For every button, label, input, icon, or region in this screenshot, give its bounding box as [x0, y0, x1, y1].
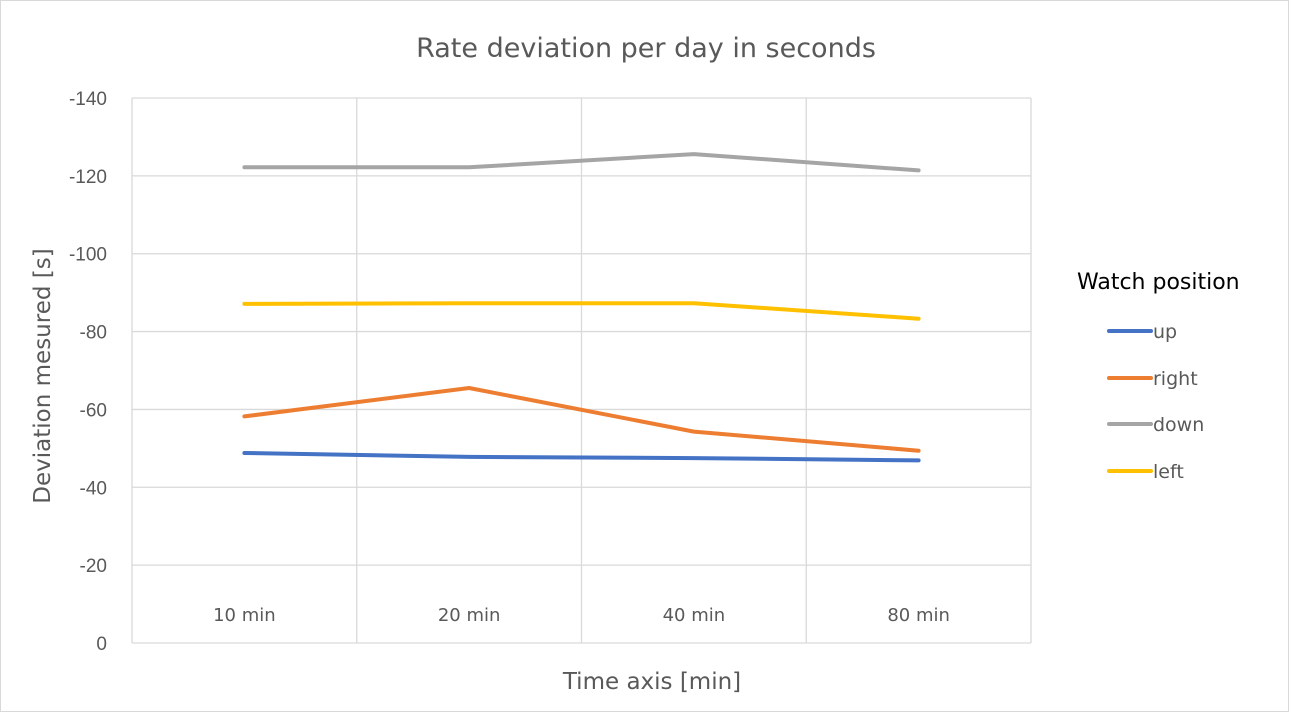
y-tick-label: -20 — [80, 556, 107, 577]
gridlines — [131, 97, 1032, 644]
series-line-down — [242, 152, 921, 173]
y-axis-ticks: 0 -20 -40 -60 -80 -100 -120 -140 — [69, 89, 107, 655]
x-tick-label: 20 min — [438, 605, 501, 626]
legend-label-down: down — [1153, 414, 1204, 436]
chart-title: Rate deviation per day in seconds — [416, 33, 876, 64]
legend-label-right: right — [1153, 368, 1198, 390]
y-tick-label: -100 — [69, 245, 107, 266]
x-axis-title: Time axis [min] — [562, 669, 741, 695]
y-tick-label: -40 — [80, 478, 107, 499]
legend-label-left: left — [1153, 461, 1184, 483]
legend-title: Watch position — [1077, 270, 1240, 295]
x-tick-label: 80 min — [887, 605, 950, 626]
series-line-right — [242, 386, 921, 453]
series-line-left — [242, 301, 921, 321]
y-tick-label: -60 — [80, 400, 107, 421]
series-line-up — [242, 451, 921, 463]
series-lines — [242, 152, 921, 463]
y-tick-label: 0 — [96, 634, 107, 655]
x-tick-label: 10 min — [213, 605, 276, 626]
x-tick-label: 40 min — [663, 605, 726, 626]
legend: Watch position up right down left — [1077, 270, 1240, 483]
legend-label-up: up — [1153, 321, 1177, 343]
y-tick-label: -80 — [80, 323, 107, 344]
y-tick-label: -140 — [69, 89, 107, 110]
x-axis-ticks: 10 min 20 min 40 min 80 min — [213, 605, 950, 626]
y-axis-title: Deviation mesured [s] — [30, 248, 56, 503]
y-tick-label: -120 — [69, 167, 107, 188]
